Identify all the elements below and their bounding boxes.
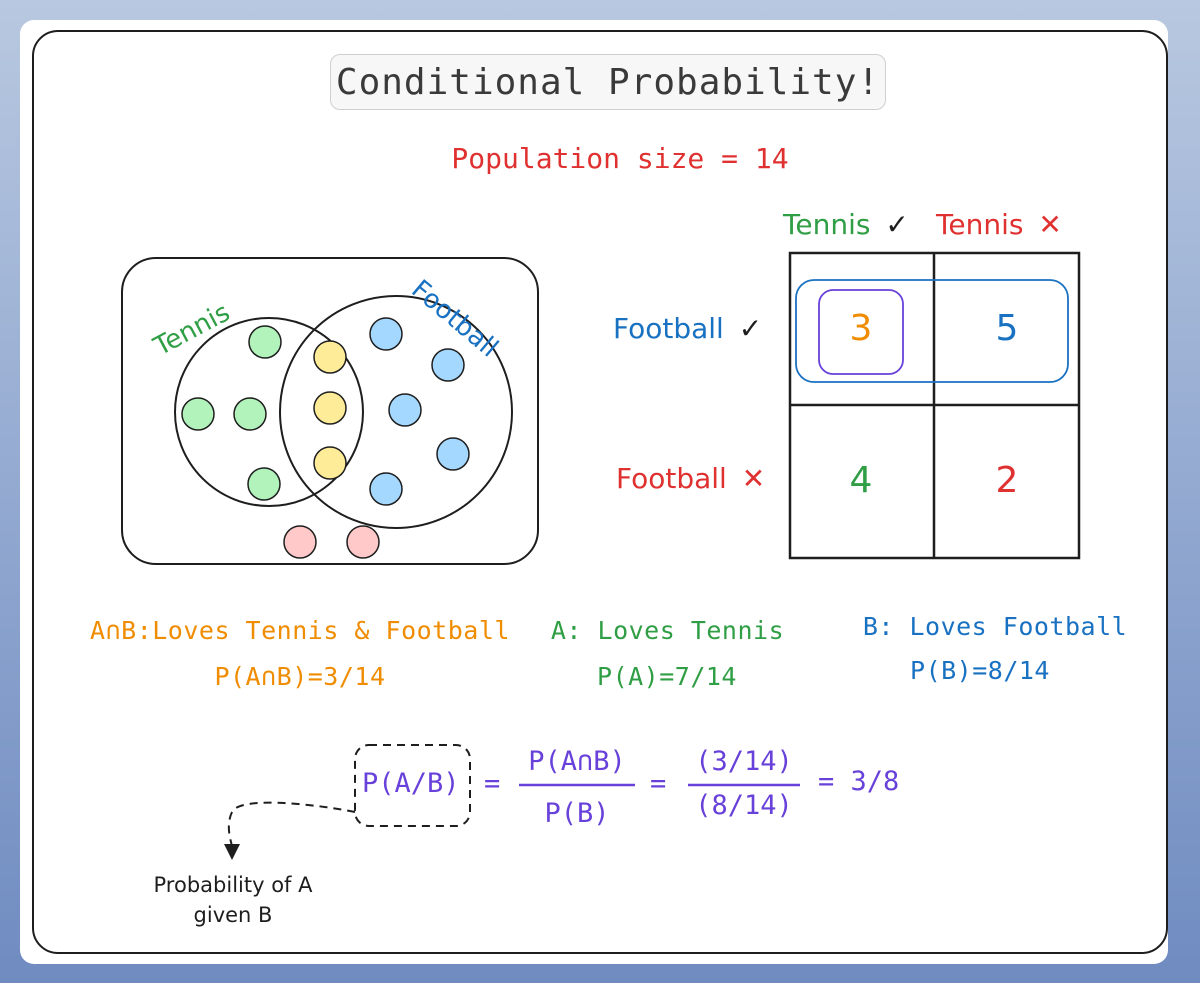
cell-football-no-tennis-no: 2 xyxy=(995,460,1019,501)
football-only-dot xyxy=(388,393,422,427)
both-dots xyxy=(313,340,347,480)
both-dot xyxy=(313,340,347,374)
cross-icon: ✕ xyxy=(741,462,766,495)
def-a-prob: P(A)=7/14 xyxy=(597,662,737,691)
venn-container xyxy=(121,257,539,565)
page-title: Conditional Probability! xyxy=(330,54,886,110)
venn-label-tennis: Tennis xyxy=(148,298,235,363)
formula-frac1-denominator: P(B) xyxy=(544,798,610,829)
football-only-dot xyxy=(431,348,465,382)
cross-icon: ✕ xyxy=(1038,208,1062,241)
formula-result: = 3/8 xyxy=(818,766,900,797)
both-cell-highlight xyxy=(818,289,904,375)
cell-football-yes-tennis-no: 5 xyxy=(995,308,1019,349)
annotation-line-1: Probability of A xyxy=(153,873,313,897)
football-only-dots xyxy=(369,317,470,506)
formula-lhs: P(A/B) xyxy=(362,768,460,799)
def-intersection-title: A∩B:Loves Tennis & Football xyxy=(90,616,510,645)
col-header-tennis-no: Tennis ✕ xyxy=(936,208,1062,241)
tennis-only-dot xyxy=(233,397,267,431)
football-only-dot xyxy=(369,317,403,351)
annotation-note: Probability of A given B xyxy=(118,870,348,930)
annotation-line-2: given B xyxy=(193,903,273,927)
tennis-circle xyxy=(174,317,364,507)
cell-football-no-tennis-yes: 4 xyxy=(849,460,873,501)
def-b-title: B: Loves Football xyxy=(862,612,1128,641)
main-frame xyxy=(32,30,1168,954)
row-header-football-no: Football ✕ xyxy=(616,462,766,495)
football-row-highlight xyxy=(795,279,1069,383)
both-dot xyxy=(313,446,347,480)
def-b-prob: P(B)=8/14 xyxy=(910,656,1050,685)
lhs-dashed-box xyxy=(354,744,471,827)
formula-frac2-numerator: (3/14) xyxy=(695,746,793,777)
canvas-background xyxy=(20,20,1168,964)
tennis-only-dot xyxy=(247,467,281,501)
formula-equals-2: = xyxy=(650,768,667,799)
checkmark-icon: ✓ xyxy=(738,312,763,345)
both-dot xyxy=(313,391,347,425)
tennis-only-dots xyxy=(181,325,282,501)
cell-football-yes-tennis-yes: 3 xyxy=(849,308,873,349)
checkmark-icon: ✓ xyxy=(885,208,909,241)
def-intersection-prob: P(A∩B)=3/14 xyxy=(214,662,386,691)
annotation-arrow xyxy=(227,801,356,847)
population-size: Population size = 14 xyxy=(451,142,789,175)
formula-equals-1: = xyxy=(484,768,501,799)
row-header-football-yes: Football ✓ xyxy=(613,312,763,345)
annotation-arrowhead xyxy=(224,844,240,860)
def-a-title: A: Loves Tennis xyxy=(550,616,785,645)
neither-dot xyxy=(283,525,317,559)
football-only-dot xyxy=(369,472,403,506)
football-circle xyxy=(279,295,513,529)
tennis-only-dot xyxy=(248,325,282,359)
formula-frac2-denominator: (8/14) xyxy=(695,790,793,821)
col-header-tennis-yes: Tennis ✓ xyxy=(783,208,909,241)
tennis-only-dot xyxy=(181,397,215,431)
formula-frac1-numerator: P(A∩B) xyxy=(528,746,626,777)
neither-dots xyxy=(283,525,380,559)
football-only-dot xyxy=(436,437,470,471)
neither-dot xyxy=(346,525,380,559)
